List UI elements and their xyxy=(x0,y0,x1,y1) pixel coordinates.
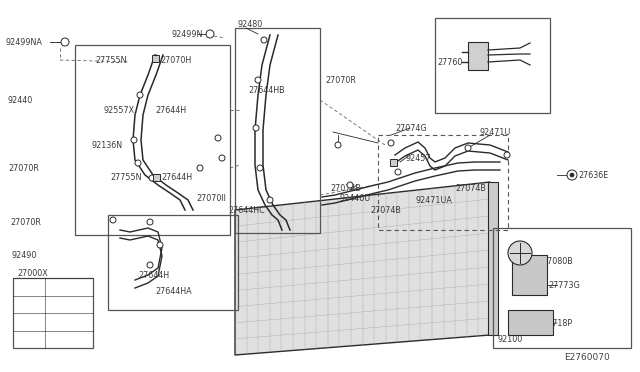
Text: 27074B: 27074B xyxy=(455,183,486,192)
Text: 27644H: 27644H xyxy=(155,106,186,115)
Circle shape xyxy=(347,182,353,188)
Text: 27070R: 27070R xyxy=(325,76,356,84)
Circle shape xyxy=(257,165,263,171)
Text: 27074B: 27074B xyxy=(330,183,361,192)
Circle shape xyxy=(61,38,69,46)
Circle shape xyxy=(215,135,221,141)
Text: 27644H: 27644H xyxy=(161,173,192,182)
Text: 27760: 27760 xyxy=(437,58,462,67)
Circle shape xyxy=(153,55,159,61)
Circle shape xyxy=(149,175,155,181)
Circle shape xyxy=(465,145,471,151)
Bar xyxy=(378,135,508,230)
Circle shape xyxy=(110,217,116,223)
Circle shape xyxy=(197,165,203,171)
Text: 27000X: 27000X xyxy=(17,269,48,278)
Text: 92480: 92480 xyxy=(238,19,263,29)
Text: 92136N: 92136N xyxy=(91,141,122,150)
Text: 27080B: 27080B xyxy=(542,257,573,266)
Text: 27070H: 27070H xyxy=(160,55,191,64)
Polygon shape xyxy=(235,182,490,355)
Circle shape xyxy=(335,142,341,148)
Text: 27636E: 27636E xyxy=(578,170,608,180)
Text: 92557X: 92557X xyxy=(103,106,134,115)
Circle shape xyxy=(135,160,141,166)
Text: 27644HC: 27644HC xyxy=(228,205,265,215)
Text: 92490: 92490 xyxy=(12,250,37,260)
Text: 92499NA: 92499NA xyxy=(5,38,42,46)
Text: 27070R: 27070R xyxy=(10,218,41,227)
Circle shape xyxy=(255,77,261,83)
Bar xyxy=(390,158,397,166)
Bar xyxy=(75,45,230,235)
Circle shape xyxy=(570,173,574,177)
Bar xyxy=(468,42,488,70)
Circle shape xyxy=(261,37,267,43)
Bar xyxy=(152,55,159,61)
Circle shape xyxy=(157,242,163,248)
Text: 92499N: 92499N xyxy=(172,29,204,38)
Bar xyxy=(508,310,553,335)
Text: 27070II: 27070II xyxy=(196,193,226,202)
Text: 92471U: 92471U xyxy=(480,128,511,137)
Circle shape xyxy=(395,169,401,175)
Text: 27755N: 27755N xyxy=(95,55,127,64)
Text: 27074G: 27074G xyxy=(395,124,427,132)
Circle shape xyxy=(206,30,214,38)
Text: E2760070: E2760070 xyxy=(564,353,610,362)
Text: 27755N: 27755N xyxy=(110,173,141,182)
Circle shape xyxy=(154,55,159,61)
Circle shape xyxy=(504,152,510,158)
Bar xyxy=(13,278,93,348)
Bar xyxy=(235,28,320,233)
Circle shape xyxy=(253,125,259,131)
Bar xyxy=(488,182,498,335)
Text: 92100: 92100 xyxy=(498,336,524,344)
Circle shape xyxy=(131,137,137,143)
Bar xyxy=(152,173,159,180)
Bar xyxy=(493,228,631,348)
Circle shape xyxy=(137,92,143,98)
Text: 92471UA: 92471UA xyxy=(415,196,452,205)
Text: 92457: 92457 xyxy=(405,154,431,163)
Circle shape xyxy=(508,241,532,265)
Text: 27070R: 27070R xyxy=(8,164,39,173)
Text: 27644HB: 27644HB xyxy=(248,86,285,94)
Text: 27718P: 27718P xyxy=(542,318,572,327)
Circle shape xyxy=(219,155,225,161)
Text: 27644HA: 27644HA xyxy=(155,288,191,296)
Bar xyxy=(512,255,547,295)
Circle shape xyxy=(147,219,153,225)
Circle shape xyxy=(388,140,394,146)
Text: 27773G: 27773G xyxy=(548,280,580,289)
Circle shape xyxy=(147,262,153,268)
Bar xyxy=(108,215,238,310)
Text: 27644H: 27644H xyxy=(138,270,169,279)
Text: 92440: 92440 xyxy=(8,96,33,105)
Text: 92446U: 92446U xyxy=(340,193,371,202)
Text: 27074B: 27074B xyxy=(370,205,401,215)
Circle shape xyxy=(567,170,577,180)
Circle shape xyxy=(267,197,273,203)
Bar xyxy=(435,18,550,113)
